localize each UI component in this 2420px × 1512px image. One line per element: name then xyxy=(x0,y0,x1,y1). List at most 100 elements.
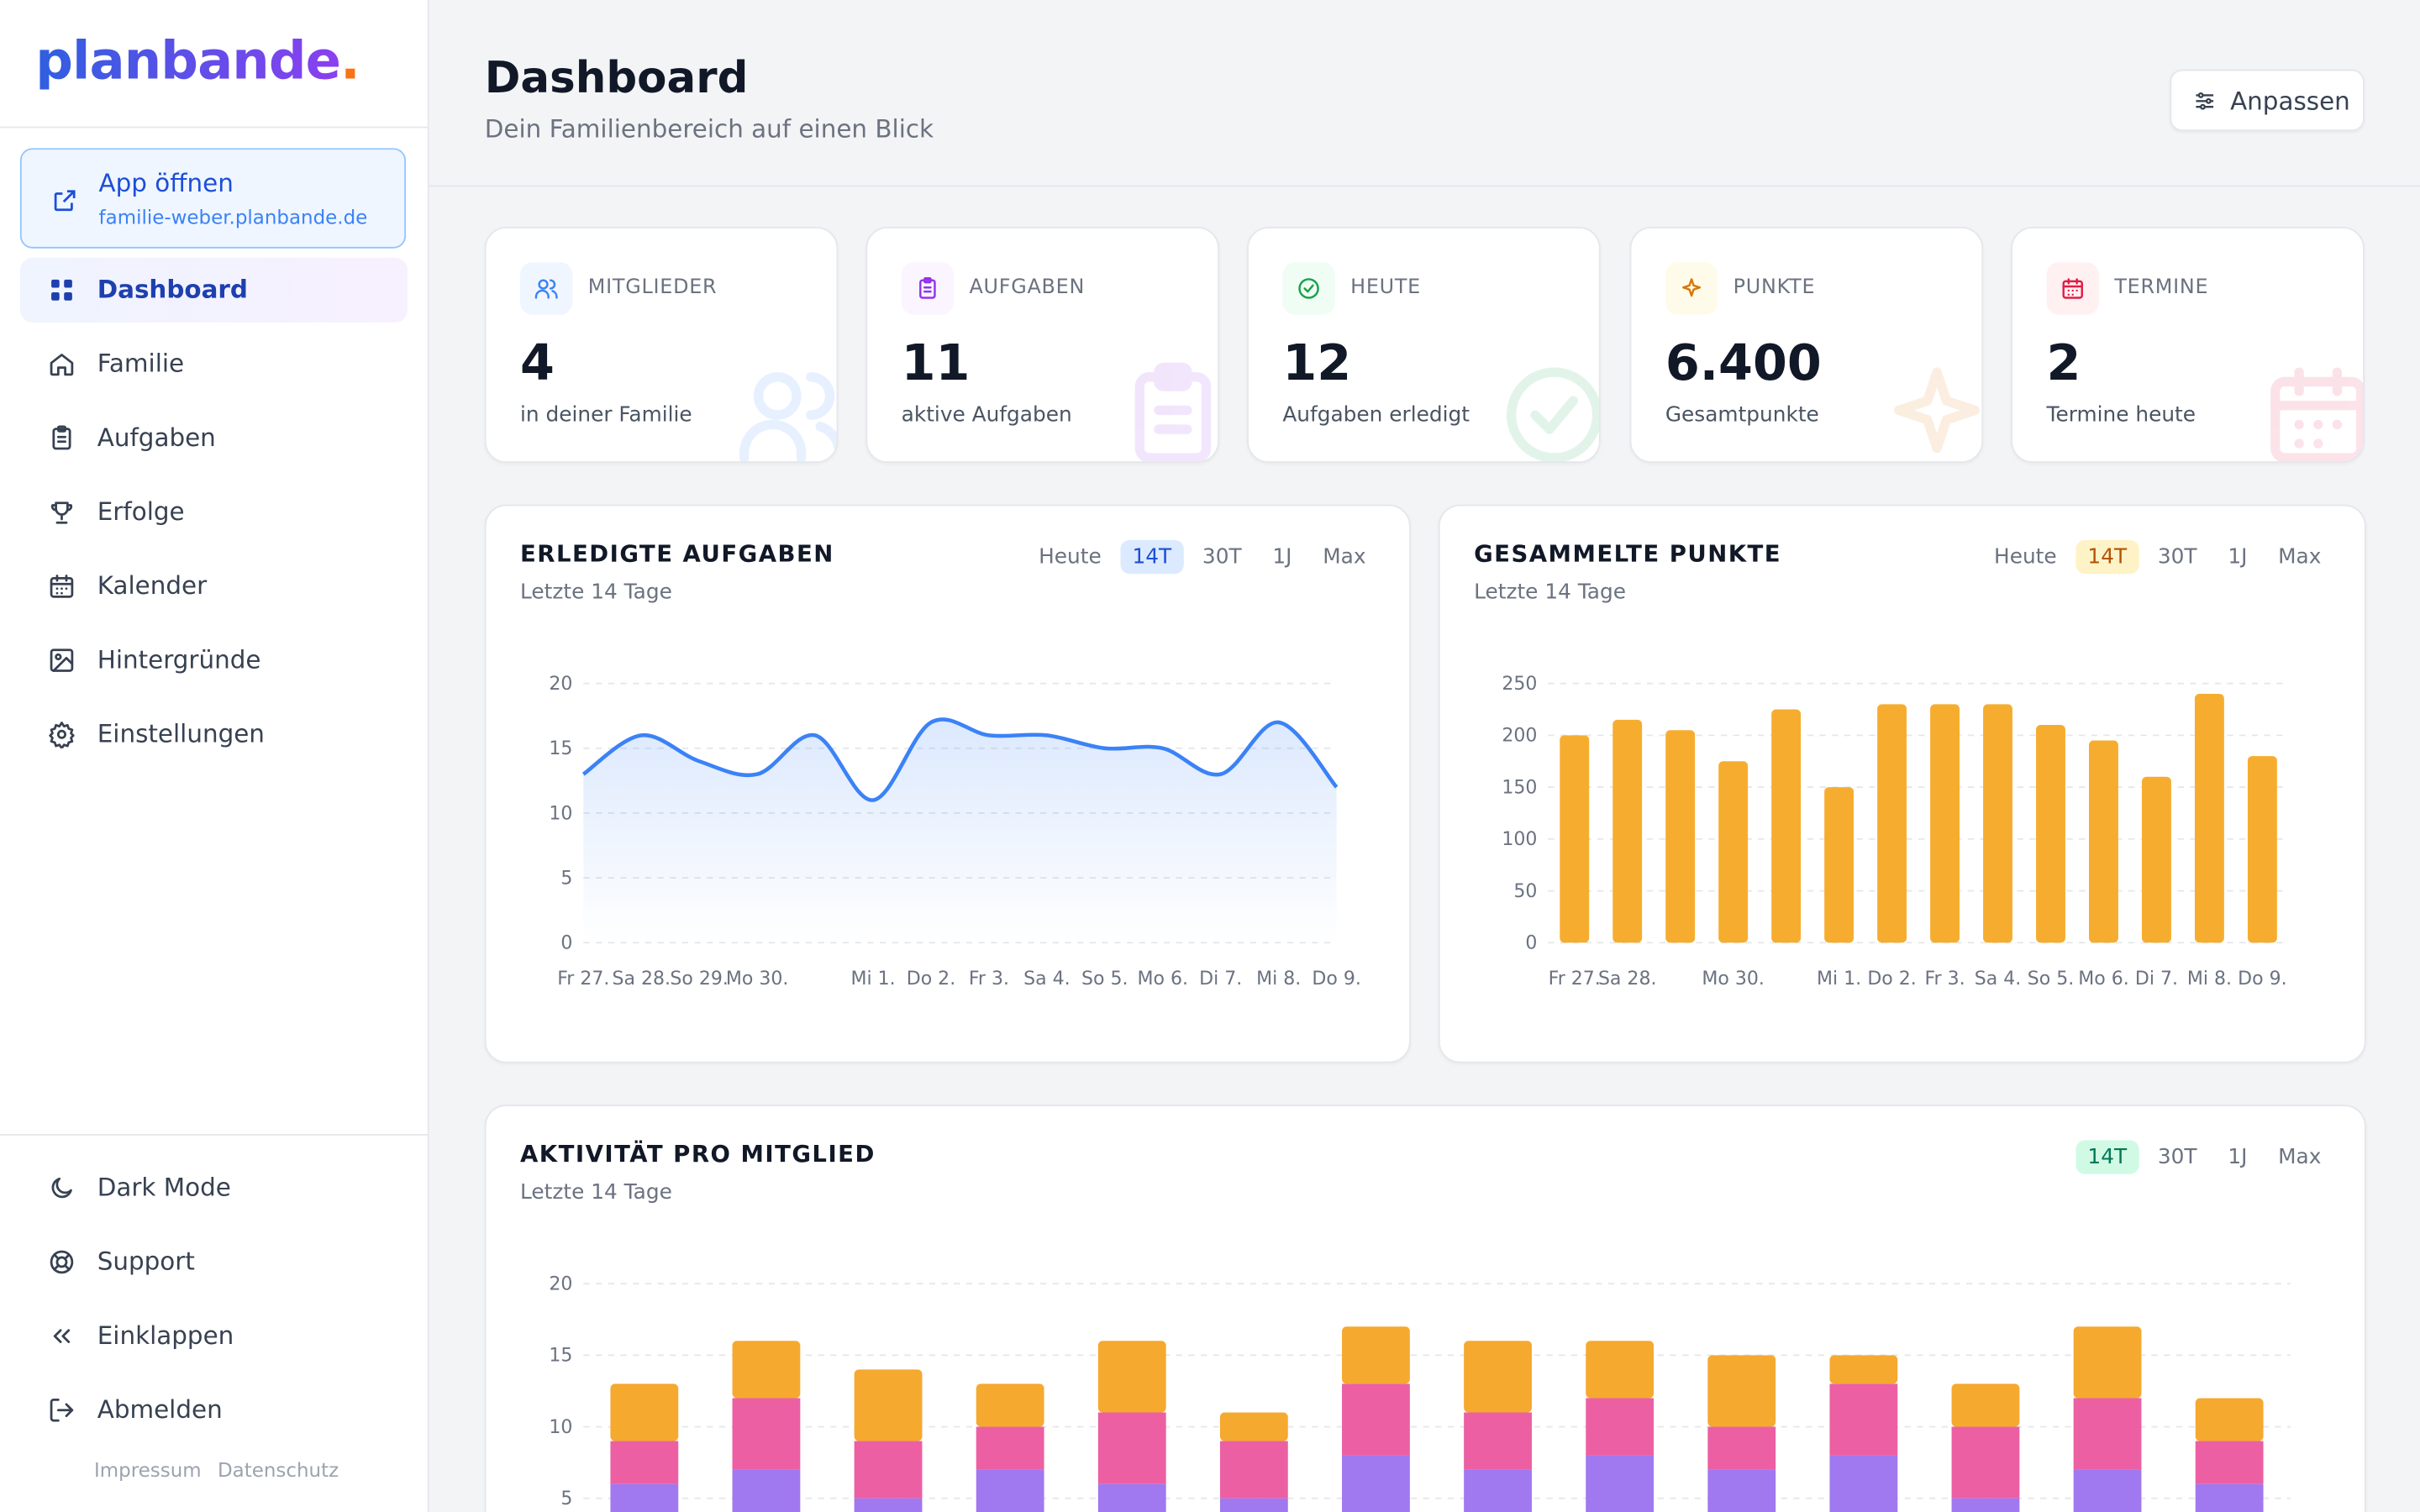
button-label: Anpassen xyxy=(2230,86,2350,116)
chart-title: ERLEDIGTE AUFGABEN xyxy=(519,539,834,568)
nav-item[interactable]: Dashboard xyxy=(19,257,408,323)
icon xyxy=(2270,367,2364,462)
watermark xyxy=(1497,358,1599,462)
range-button[interactable]: Max xyxy=(2278,1144,2322,1170)
nav-item[interactable]: Support xyxy=(20,1230,408,1294)
stat-icon xyxy=(1282,262,1335,315)
bar-segment xyxy=(1342,1383,1410,1456)
nav-item[interactable]: Dark Mode xyxy=(20,1156,408,1221)
bar-segment xyxy=(976,1426,1044,1470)
nav-item[interactable]: Einstellungen xyxy=(20,702,408,767)
range-button[interactable]: 30T xyxy=(2157,1144,2197,1170)
nav-item[interactable]: Abmelden xyxy=(20,1378,408,1442)
stat-caption: in deiner Familie xyxy=(519,402,692,428)
range-button[interactable]: Heute xyxy=(1994,544,2057,570)
stat-caption: Aufgaben erledigt xyxy=(1282,402,1470,428)
nav-label: Dashboard xyxy=(97,274,248,304)
header: Dashboard Dein Familienbereich auf einen… xyxy=(429,0,2420,187)
range-button[interactable]: Heute xyxy=(1039,544,1102,570)
area xyxy=(583,719,1337,943)
icon xyxy=(50,1398,74,1422)
bar xyxy=(1718,761,1749,943)
page-title: Dashboard xyxy=(484,52,749,104)
chart-card: GESAMMELTE PUNKTE Letzte 14 Tage Heute 14… xyxy=(1438,504,2366,1063)
x-tick-label: So 5. xyxy=(1081,969,1128,990)
range-button[interactable]: 1J xyxy=(2228,1144,2248,1170)
chart: 5 10 15 20 xyxy=(549,1274,2291,1512)
range-button[interactable]: Max xyxy=(1323,544,1366,570)
bar-segment xyxy=(1707,1355,1776,1427)
x-tick-label: Mo 6. xyxy=(1138,969,1189,990)
divider xyxy=(0,1134,428,1136)
nav-item[interactable]: Kalender xyxy=(20,554,408,618)
y-tick-label: 20 xyxy=(549,1274,572,1295)
stat-icon xyxy=(2046,262,2099,315)
x-tick-label: Do 2. xyxy=(907,969,955,990)
bar xyxy=(1930,704,1960,943)
bar-segment xyxy=(1097,1341,1166,1413)
range-button[interactable]: 1J xyxy=(2228,544,2248,570)
bar-segment xyxy=(1097,1483,1166,1512)
range-selector: Heute 14T 30T 1J Max xyxy=(1026,539,1378,575)
x-tick-label: Fr 27. xyxy=(557,969,609,990)
bar-segment xyxy=(732,1398,801,1470)
icon xyxy=(50,501,73,524)
watermark xyxy=(1116,358,1218,462)
divider xyxy=(0,126,428,129)
x-tick-label: Do 9. xyxy=(2238,969,2286,990)
footer-link[interactable]: Impressum xyxy=(94,1457,202,1482)
nav-item[interactable]: Aufgaben xyxy=(20,406,408,470)
logo[interactable]: planbande. xyxy=(35,31,360,92)
range-button[interactable]: 14T xyxy=(2075,1140,2139,1174)
y-tick-label: 150 xyxy=(1502,777,1537,798)
stat-label: PUNKTE xyxy=(1733,276,1816,300)
range-button[interactable]: 30T xyxy=(2157,544,2197,570)
stat-value: 6.400 xyxy=(1665,333,1822,392)
stat-caption: Gesamtpunkte xyxy=(1665,402,1819,428)
bar xyxy=(2194,694,2224,943)
bar-segment xyxy=(854,1441,923,1499)
bar-segment xyxy=(1464,1341,1532,1413)
bar-segment xyxy=(2195,1398,2264,1441)
bar-segment xyxy=(2195,1483,2264,1512)
range-button[interactable]: Max xyxy=(2278,544,2322,570)
nav-item[interactable]: Einklappen xyxy=(20,1304,408,1368)
watermark xyxy=(734,358,837,462)
x-tick-label: Di 7. xyxy=(2135,969,2178,990)
bar-segment xyxy=(976,1383,1044,1427)
nav-label: Abmelden xyxy=(97,1394,223,1425)
bar xyxy=(1877,704,1907,943)
nav-item[interactable]: Erfolge xyxy=(20,480,408,544)
x-tick-label: Mi 1. xyxy=(850,969,895,990)
stat-value: 11 xyxy=(901,333,971,392)
bar xyxy=(1665,730,1696,943)
icon xyxy=(49,722,75,748)
bar-segment xyxy=(1951,1498,2020,1512)
app-link[interactable]: App öffnen familie-weber.planbande.de xyxy=(19,148,407,249)
nav-label: Hintergründe xyxy=(97,644,261,675)
bar-segment xyxy=(2073,1326,2142,1399)
stat-value: 12 xyxy=(1282,333,1352,392)
nav-item[interactable]: Hintergründe xyxy=(20,628,408,693)
x-tick-label: Mi 1. xyxy=(1817,969,1861,990)
app-link-title: App öffnen xyxy=(98,168,234,198)
icon xyxy=(51,279,72,301)
y-tick-label: 100 xyxy=(1502,829,1537,850)
watermark xyxy=(1880,358,1981,461)
icon xyxy=(50,354,74,376)
bar xyxy=(2036,725,2065,943)
range-button[interactable]: 30T xyxy=(1202,544,1242,570)
range-button[interactable]: 14T xyxy=(2075,539,2139,575)
bar xyxy=(2089,740,2118,943)
stat-icon xyxy=(1665,262,1718,315)
nav-item[interactable]: Familie xyxy=(20,332,408,396)
range-button[interactable]: 1J xyxy=(1272,544,1292,570)
customize-button[interactable]: Anpassen xyxy=(2170,69,2365,132)
footer-link[interactable]: Datenschutz xyxy=(217,1457,339,1482)
range-button[interactable]: 14T xyxy=(1119,539,1184,575)
icon xyxy=(2196,92,2214,110)
nav-label: Aufgaben xyxy=(97,423,216,453)
icon xyxy=(50,648,74,672)
icon xyxy=(919,277,936,299)
